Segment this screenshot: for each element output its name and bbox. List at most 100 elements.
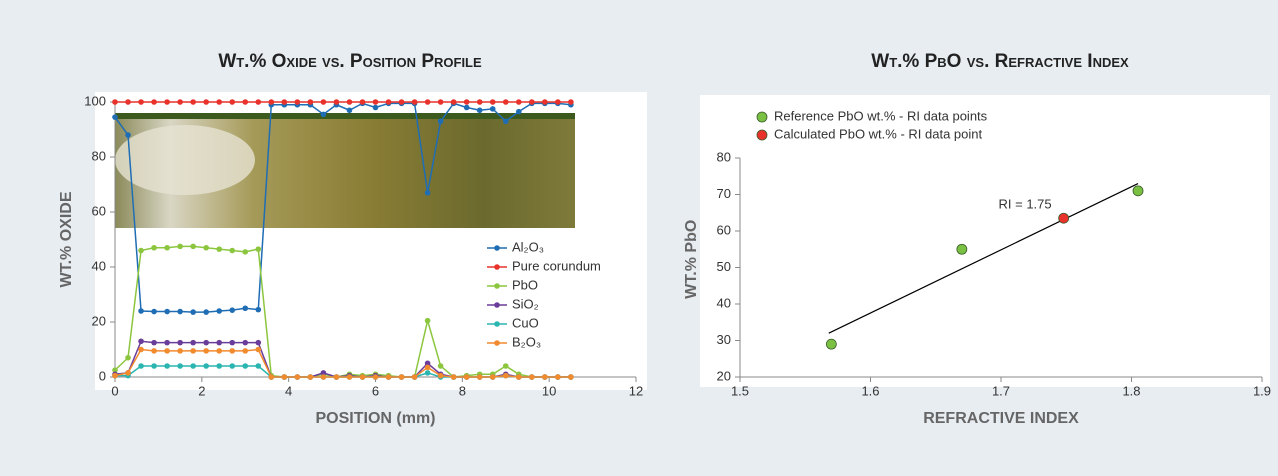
data-point bbox=[346, 107, 353, 114]
data-point bbox=[177, 339, 183, 346]
data-point bbox=[242, 249, 249, 255]
x-tick-label: 1.6 bbox=[861, 383, 879, 398]
data-point bbox=[151, 348, 157, 354]
legend-label: B₂O₃ bbox=[512, 334, 541, 349]
data-point bbox=[216, 308, 222, 314]
plot-panel bbox=[700, 95, 1270, 387]
data-point bbox=[190, 339, 196, 346]
data-point bbox=[177, 363, 183, 369]
data-point bbox=[229, 99, 236, 105]
data-point bbox=[424, 99, 431, 105]
data-point bbox=[307, 99, 314, 105]
data-point bbox=[424, 189, 431, 196]
x-tick-label: 1.7 bbox=[992, 383, 1010, 398]
data-point bbox=[1058, 212, 1070, 224]
legend-label: Calculated PbO wt.% - RI data point bbox=[774, 126, 982, 141]
data-point bbox=[476, 99, 483, 105]
data-point bbox=[463, 374, 470, 380]
y-tick-label: 0 bbox=[99, 368, 106, 383]
data-point bbox=[255, 363, 262, 369]
data-point bbox=[372, 99, 379, 105]
data-point bbox=[437, 118, 444, 125]
data-point bbox=[281, 374, 288, 380]
legend-label: Pure corundum bbox=[512, 258, 601, 273]
data-point bbox=[515, 99, 522, 105]
data-point bbox=[138, 363, 144, 369]
data-point bbox=[411, 374, 418, 380]
sample-photo-edge bbox=[115, 113, 575, 119]
data-point bbox=[333, 99, 340, 105]
data-point bbox=[294, 99, 301, 105]
data-point bbox=[177, 99, 183, 105]
data-point bbox=[515, 108, 522, 115]
data-point bbox=[529, 374, 535, 380]
data-point bbox=[190, 243, 196, 250]
data-point bbox=[125, 132, 131, 138]
data-point bbox=[164, 99, 170, 105]
data-point bbox=[164, 339, 170, 346]
data-point bbox=[542, 99, 548, 105]
data-point bbox=[320, 370, 327, 376]
data-point bbox=[1132, 185, 1144, 197]
data-point bbox=[359, 99, 366, 105]
data-point bbox=[138, 308, 144, 314]
data-point bbox=[229, 363, 236, 369]
x-tick-label: 1.9 bbox=[1253, 383, 1271, 398]
data-point bbox=[307, 374, 314, 380]
chart-title: Wt.% PbO vs. Refractive Index bbox=[871, 51, 1129, 72]
data-point bbox=[125, 99, 131, 105]
data-point bbox=[476, 107, 483, 114]
data-point bbox=[268, 99, 275, 105]
data-point bbox=[476, 374, 483, 380]
legend-marker bbox=[494, 321, 500, 327]
data-point bbox=[450, 374, 457, 380]
data-point bbox=[463, 104, 470, 111]
data-point bbox=[242, 348, 249, 354]
data-point bbox=[151, 363, 157, 369]
data-point bbox=[203, 363, 209, 369]
data-point bbox=[125, 354, 131, 361]
data-point bbox=[255, 246, 262, 252]
y-axis-label: WT.% OXIDE bbox=[58, 191, 75, 287]
data-point bbox=[385, 99, 392, 105]
legend-marker bbox=[494, 264, 500, 270]
data-point bbox=[190, 309, 196, 315]
data-point bbox=[242, 99, 249, 105]
x-tick-label: 2 bbox=[198, 383, 205, 398]
data-point bbox=[502, 118, 509, 125]
data-point bbox=[372, 104, 379, 111]
x-tick-label: 1.8 bbox=[1122, 383, 1140, 398]
data-point bbox=[138, 247, 144, 254]
data-point bbox=[502, 363, 509, 369]
data-point bbox=[385, 374, 392, 380]
sample-photo-highlight bbox=[115, 125, 255, 195]
data-point bbox=[489, 374, 496, 380]
data-point bbox=[437, 99, 444, 105]
data-point bbox=[229, 348, 236, 354]
data-point bbox=[956, 243, 968, 255]
data-point bbox=[112, 367, 118, 373]
data-point bbox=[424, 317, 431, 324]
data-point bbox=[529, 99, 535, 105]
y-tick-label: 100 bbox=[84, 93, 106, 108]
data-point bbox=[190, 99, 196, 105]
data-point bbox=[112, 372, 118, 379]
y-tick-label: 40 bbox=[717, 295, 731, 310]
trend-line bbox=[828, 183, 1139, 334]
x-tick-label: 1.5 bbox=[731, 383, 749, 398]
x-tick-label: 6 bbox=[372, 383, 379, 398]
legend-label: Al₂O₃ bbox=[512, 239, 544, 254]
data-point bbox=[177, 308, 183, 315]
data-point bbox=[372, 374, 379, 380]
data-point bbox=[320, 99, 327, 105]
data-point bbox=[138, 99, 144, 105]
data-point bbox=[463, 99, 470, 105]
data-point bbox=[555, 99, 561, 105]
data-point bbox=[177, 348, 183, 354]
data-point bbox=[203, 244, 209, 251]
data-point bbox=[164, 244, 170, 251]
data-point bbox=[294, 374, 301, 380]
x-tick-label: 8 bbox=[459, 383, 466, 398]
data-point bbox=[346, 374, 353, 380]
data-point bbox=[177, 243, 183, 250]
